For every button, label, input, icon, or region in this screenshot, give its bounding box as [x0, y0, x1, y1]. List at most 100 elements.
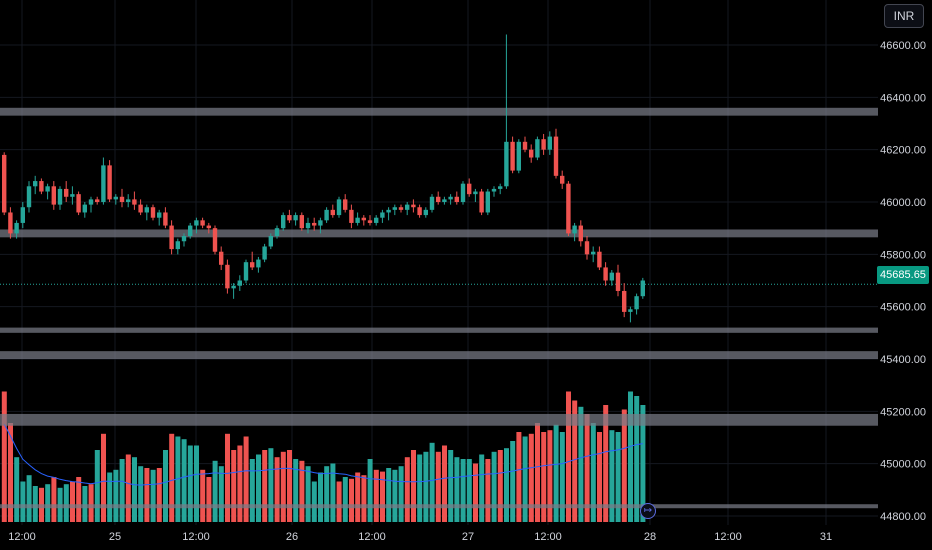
volume-bar [398, 466, 404, 522]
candle-body [448, 196, 453, 200]
candle-body [615, 272, 621, 291]
candle-body [194, 220, 199, 226]
volume-bar [429, 442, 435, 522]
volume-bar [243, 436, 249, 522]
candle-body [336, 199, 342, 216]
volume-bar [640, 405, 646, 522]
volume-bar [380, 471, 385, 522]
time-tick-label: 12:00 [182, 531, 210, 543]
volume-bar [584, 414, 590, 522]
candle-body [256, 259, 261, 268]
volume-bar [231, 450, 237, 522]
candle-body [95, 199, 100, 202]
volume-bar [32, 486, 38, 522]
volume-bar [206, 477, 212, 522]
candle-body [287, 215, 292, 221]
volume-bar [355, 472, 361, 522]
currency-selector[interactable]: INR [884, 4, 924, 28]
volume-bar [107, 472, 113, 522]
volume-bar [553, 424, 559, 522]
candle-body [150, 207, 156, 218]
candle-body [113, 196, 118, 200]
price-tick-label: 45000.00 [880, 459, 926, 471]
volume-bar [225, 433, 230, 522]
candle-body [219, 251, 224, 265]
candle-body [26, 186, 32, 208]
volume-bar [101, 433, 106, 522]
price-axis: 46600.00 46400.00 46200.00 46000.00 45800.00… [880, 40, 926, 523]
volume-bar [163, 450, 168, 522]
candle-body [51, 186, 56, 205]
candle-body [386, 209, 391, 213]
volume-bar [628, 391, 633, 522]
volume-bar [82, 486, 88, 522]
candle-body [250, 262, 255, 268]
volume-bar [609, 430, 615, 522]
go-to-realtime-icon[interactable]: ↦ [640, 503, 656, 519]
candle-body [584, 241, 590, 255]
volume-bar [299, 460, 305, 522]
volume-bar [51, 477, 57, 522]
volume-bar [528, 433, 534, 522]
candle-body [566, 183, 571, 234]
volume-bar [361, 475, 367, 522]
price-tick-label: 45600.00 [880, 302, 926, 314]
volume-bar [597, 432, 602, 522]
volume-bar [200, 469, 206, 522]
candle-body [305, 222, 311, 229]
volume-bar [547, 430, 553, 522]
candle-body [560, 175, 565, 184]
candle-body [157, 212, 162, 218]
volume-bar [287, 450, 292, 522]
volume-bar [113, 469, 119, 522]
price-zone-band [0, 413, 878, 426]
volume-bar [330, 463, 336, 522]
candle-body [169, 225, 174, 250]
grid-lines [0, 0, 878, 525]
time-tick-label: 12:00 [714, 531, 742, 543]
volume-bar [70, 481, 75, 522]
candle-body [225, 264, 230, 289]
candle-body [473, 191, 478, 195]
time-tick-label: 31 [820, 531, 832, 543]
volume-bar [194, 445, 199, 522]
candle-body [454, 196, 459, 202]
candle-body [367, 220, 373, 223]
candle-body [181, 236, 187, 242]
candle-body [603, 267, 608, 281]
candle-body [355, 217, 360, 223]
candle-body [380, 212, 385, 218]
price-zone-band [0, 107, 878, 116]
candle-body [622, 290, 627, 312]
candle-body [572, 225, 577, 234]
candle-body [330, 209, 335, 216]
price-tick-label: 45800.00 [880, 249, 926, 261]
price-zone-band [0, 327, 878, 333]
volume-bar [274, 457, 280, 522]
volume-bar [541, 432, 547, 522]
volume-bar [237, 445, 243, 522]
volume-bar [293, 459, 299, 522]
price-tick-label: 46000.00 [880, 197, 926, 209]
candle-body [640, 280, 645, 297]
volume-bar [181, 439, 187, 522]
volume-bar [603, 405, 609, 522]
candle-body [144, 207, 149, 213]
candle-body [498, 186, 503, 189]
volume-bar [460, 459, 466, 522]
volume-bars [1, 391, 646, 522]
candle-body [429, 196, 435, 210]
price-tick-label: 46600.00 [880, 40, 926, 52]
candle-body [200, 220, 205, 226]
candle-body [541, 139, 546, 150]
candle-body [206, 225, 211, 229]
volume-bar [522, 436, 528, 522]
volume-bar [88, 484, 94, 522]
candle-body [504, 141, 509, 187]
volume-bar [590, 423, 596, 522]
candle-body [522, 141, 528, 150]
candle-body [398, 207, 404, 210]
candle-body [293, 215, 298, 221]
candle-body [349, 209, 354, 223]
